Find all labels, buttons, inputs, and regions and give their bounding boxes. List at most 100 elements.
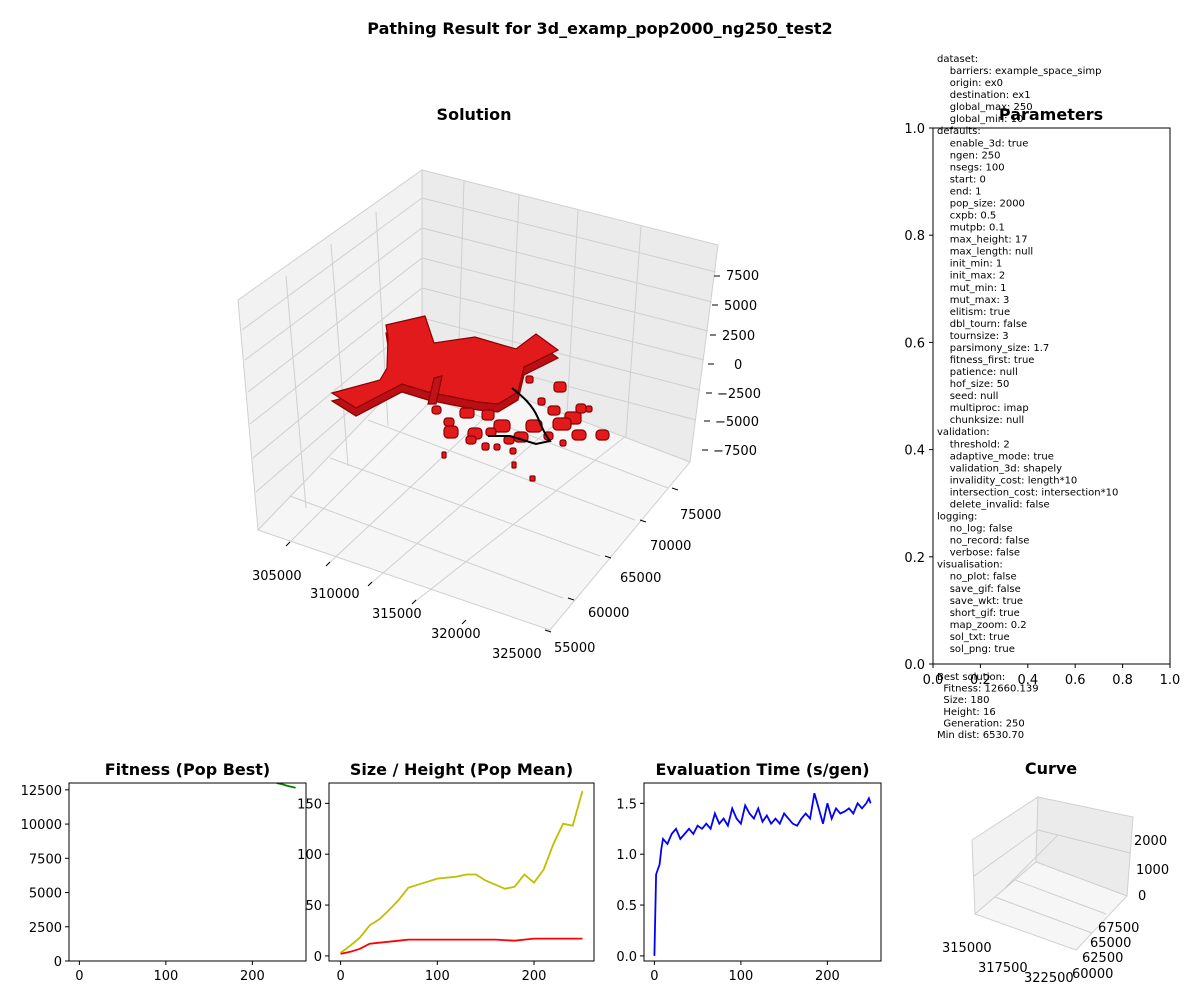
parameter-line: nsegs: 100	[937, 162, 1005, 173]
x-tick-label: 100	[153, 969, 178, 984]
parameter-line: seed: null	[937, 391, 998, 402]
size-height-chart: Size / Height (Pop Mean) 0 100 200 0 50 100 150	[297, 760, 595, 984]
series-line	[653, 792, 872, 956]
parameter-line: threshold: 2	[937, 439, 1010, 450]
curve-floor-pane	[974, 861, 1128, 951]
parameter-line: sol_png: true	[937, 644, 1015, 655]
y-tick-label: 150	[297, 797, 322, 812]
curve-x-tick: 315000	[942, 941, 992, 956]
parameter-line: delete_invalid: false	[937, 499, 1050, 510]
series-line	[340, 790, 584, 954]
parameter-line: validation:	[937, 427, 990, 438]
parameters-y-tick-label: 1.0	[904, 122, 925, 137]
chart-title: Size / Height (Pop Mean)	[350, 760, 573, 779]
parameter-line: no_log: false	[937, 524, 1013, 535]
solution-y-tick: 55000	[554, 641, 595, 656]
y-tick-label: 0	[54, 955, 62, 970]
series-line	[276, 783, 296, 789]
parameter-line: parsimony_size: 1.7	[937, 343, 1049, 354]
parameter-line: cxpb: 0.5	[937, 211, 996, 222]
parameter-line: max_length: null	[937, 247, 1033, 258]
parameter-line: sol_txt: true	[937, 632, 1010, 643]
parameter-line: multiproc: imap	[937, 403, 1029, 414]
parameter-line: dbl_tourn: false	[937, 319, 1027, 330]
axes-frame	[328, 782, 595, 962]
solution-3d-plot: Solution	[237, 105, 761, 662]
y-tick-label: 1.5	[616, 797, 637, 812]
best-solution-line: Height: 16	[937, 707, 996, 718]
parameters-x-tick-label: 0.6	[1065, 673, 1086, 688]
curve-3d-plot: Curve 315000 317500 320000 322500 60000 …	[942, 759, 1169, 986]
solution-y-tick: 60000	[588, 606, 629, 621]
x-tick-label: 0	[336, 969, 344, 984]
chart-title: Fitness (Pop Best)	[105, 760, 271, 779]
fitness-chart: Fitness (Pop Best) 0 100 200 0 2500 5000 7500 10…	[21, 760, 307, 984]
axes-frame	[643, 782, 882, 962]
best-solution-line: Min dist: 6530.70	[937, 730, 1024, 741]
x-tick-label: 200	[815, 969, 840, 984]
parameter-line: no_record: false	[937, 536, 1029, 547]
parameter-line: intersection_cost: intersection*10	[937, 487, 1118, 498]
parameter-line: adaptive_mode: true	[937, 451, 1054, 462]
parameter-line: elitism: true	[937, 307, 1010, 318]
curve-x-tick: 322500	[1024, 971, 1074, 986]
parameter-line: tournsize: 3	[937, 331, 1009, 342]
y-tick-label: 0.0	[616, 950, 637, 965]
solution-z-tick: 5000	[724, 299, 757, 314]
x-tick-label: 100	[425, 969, 450, 984]
parameter-line: max_height: 17	[937, 235, 1028, 246]
parameters-x-tick-label: 0.8	[1112, 673, 1133, 688]
solution-title: Solution	[437, 105, 512, 124]
parameter-line: mutpb: 0.1	[937, 223, 1005, 234]
parameter-line: defaults:	[937, 126, 981, 137]
curve-x-tick: 317500	[978, 961, 1028, 976]
grid-lines	[241, 170, 717, 605]
parameter-line: init_max: 2	[937, 271, 1005, 282]
solution-z-tick: 7500	[726, 269, 759, 284]
parameter-line: chunksize: null	[937, 415, 1024, 426]
parameter-line: map_zoom: 0.2	[937, 620, 1027, 631]
series-line	[340, 937, 583, 955]
evaluation-time-chart: Evaluation Time (s/gen) 0 100 200 0.0 0.5 1.0 1…	[616, 760, 882, 984]
solution-x-tick: 320000	[431, 627, 481, 642]
solution-y-tick: 75000	[680, 508, 721, 523]
solution-z-tick: −7500	[713, 444, 757, 459]
best-solution-line: Fitness: 12660.139	[937, 684, 1039, 695]
parameter-line: patience: null	[937, 367, 1018, 378]
parameter-line: visualisation:	[937, 560, 1003, 571]
y-tick-label: 12500	[21, 784, 62, 799]
curve-grid-lines	[973, 829, 1131, 934]
parameter-line: global_max: 250	[937, 102, 1033, 113]
y-tick-label: 2500	[29, 921, 62, 936]
parameter-line: verbose: false	[937, 548, 1020, 559]
parameter-line: destination: ex1	[937, 90, 1031, 101]
parameter-line: mut_min: 1	[937, 283, 1006, 294]
curve-z-tick: 2000	[1134, 834, 1167, 849]
y-tick-label: 1.0	[616, 848, 637, 863]
y-tick-label: 5000	[29, 887, 62, 902]
best-solution-text: Best solution: Fitness: 12660.139 Size: …	[937, 672, 1039, 741]
parameters-y-tick-label: 0.2	[904, 551, 925, 566]
parameter-line: no_plot: false	[937, 572, 1017, 583]
parameter-line: global_min: 10	[937, 114, 1023, 125]
y-tick-label: 50	[305, 899, 322, 914]
parameters-y-tick-label: 0.0	[904, 658, 925, 673]
curve-z-tick: 0	[1138, 889, 1146, 904]
curve-z-tick: 1000	[1136, 863, 1169, 878]
parameters-axes-frame	[932, 127, 1171, 665]
y-tick-label: 0.5	[616, 899, 637, 914]
solution-y-tick: 70000	[650, 539, 691, 554]
x-tick-label: 200	[240, 969, 265, 984]
y-tick-label: 100	[297, 848, 322, 863]
parameters-y-tick-label: 0.6	[904, 336, 925, 351]
parameters-x-tick-label: 1.0	[1160, 673, 1181, 688]
parameter-line: save_wkt: true	[937, 596, 1023, 607]
best-solution-line: Size: 180	[937, 695, 990, 706]
parameter-line: validation_3d: shapely	[937, 463, 1062, 474]
curve-y-tick: 62500	[1082, 951, 1123, 966]
tick-marks	[285, 275, 720, 633]
parameters-x-tick-label: 0.0	[923, 673, 944, 688]
parameter-line: barriers: example_space_simp	[937, 66, 1102, 77]
solution-x-tick: 315000	[372, 607, 422, 622]
